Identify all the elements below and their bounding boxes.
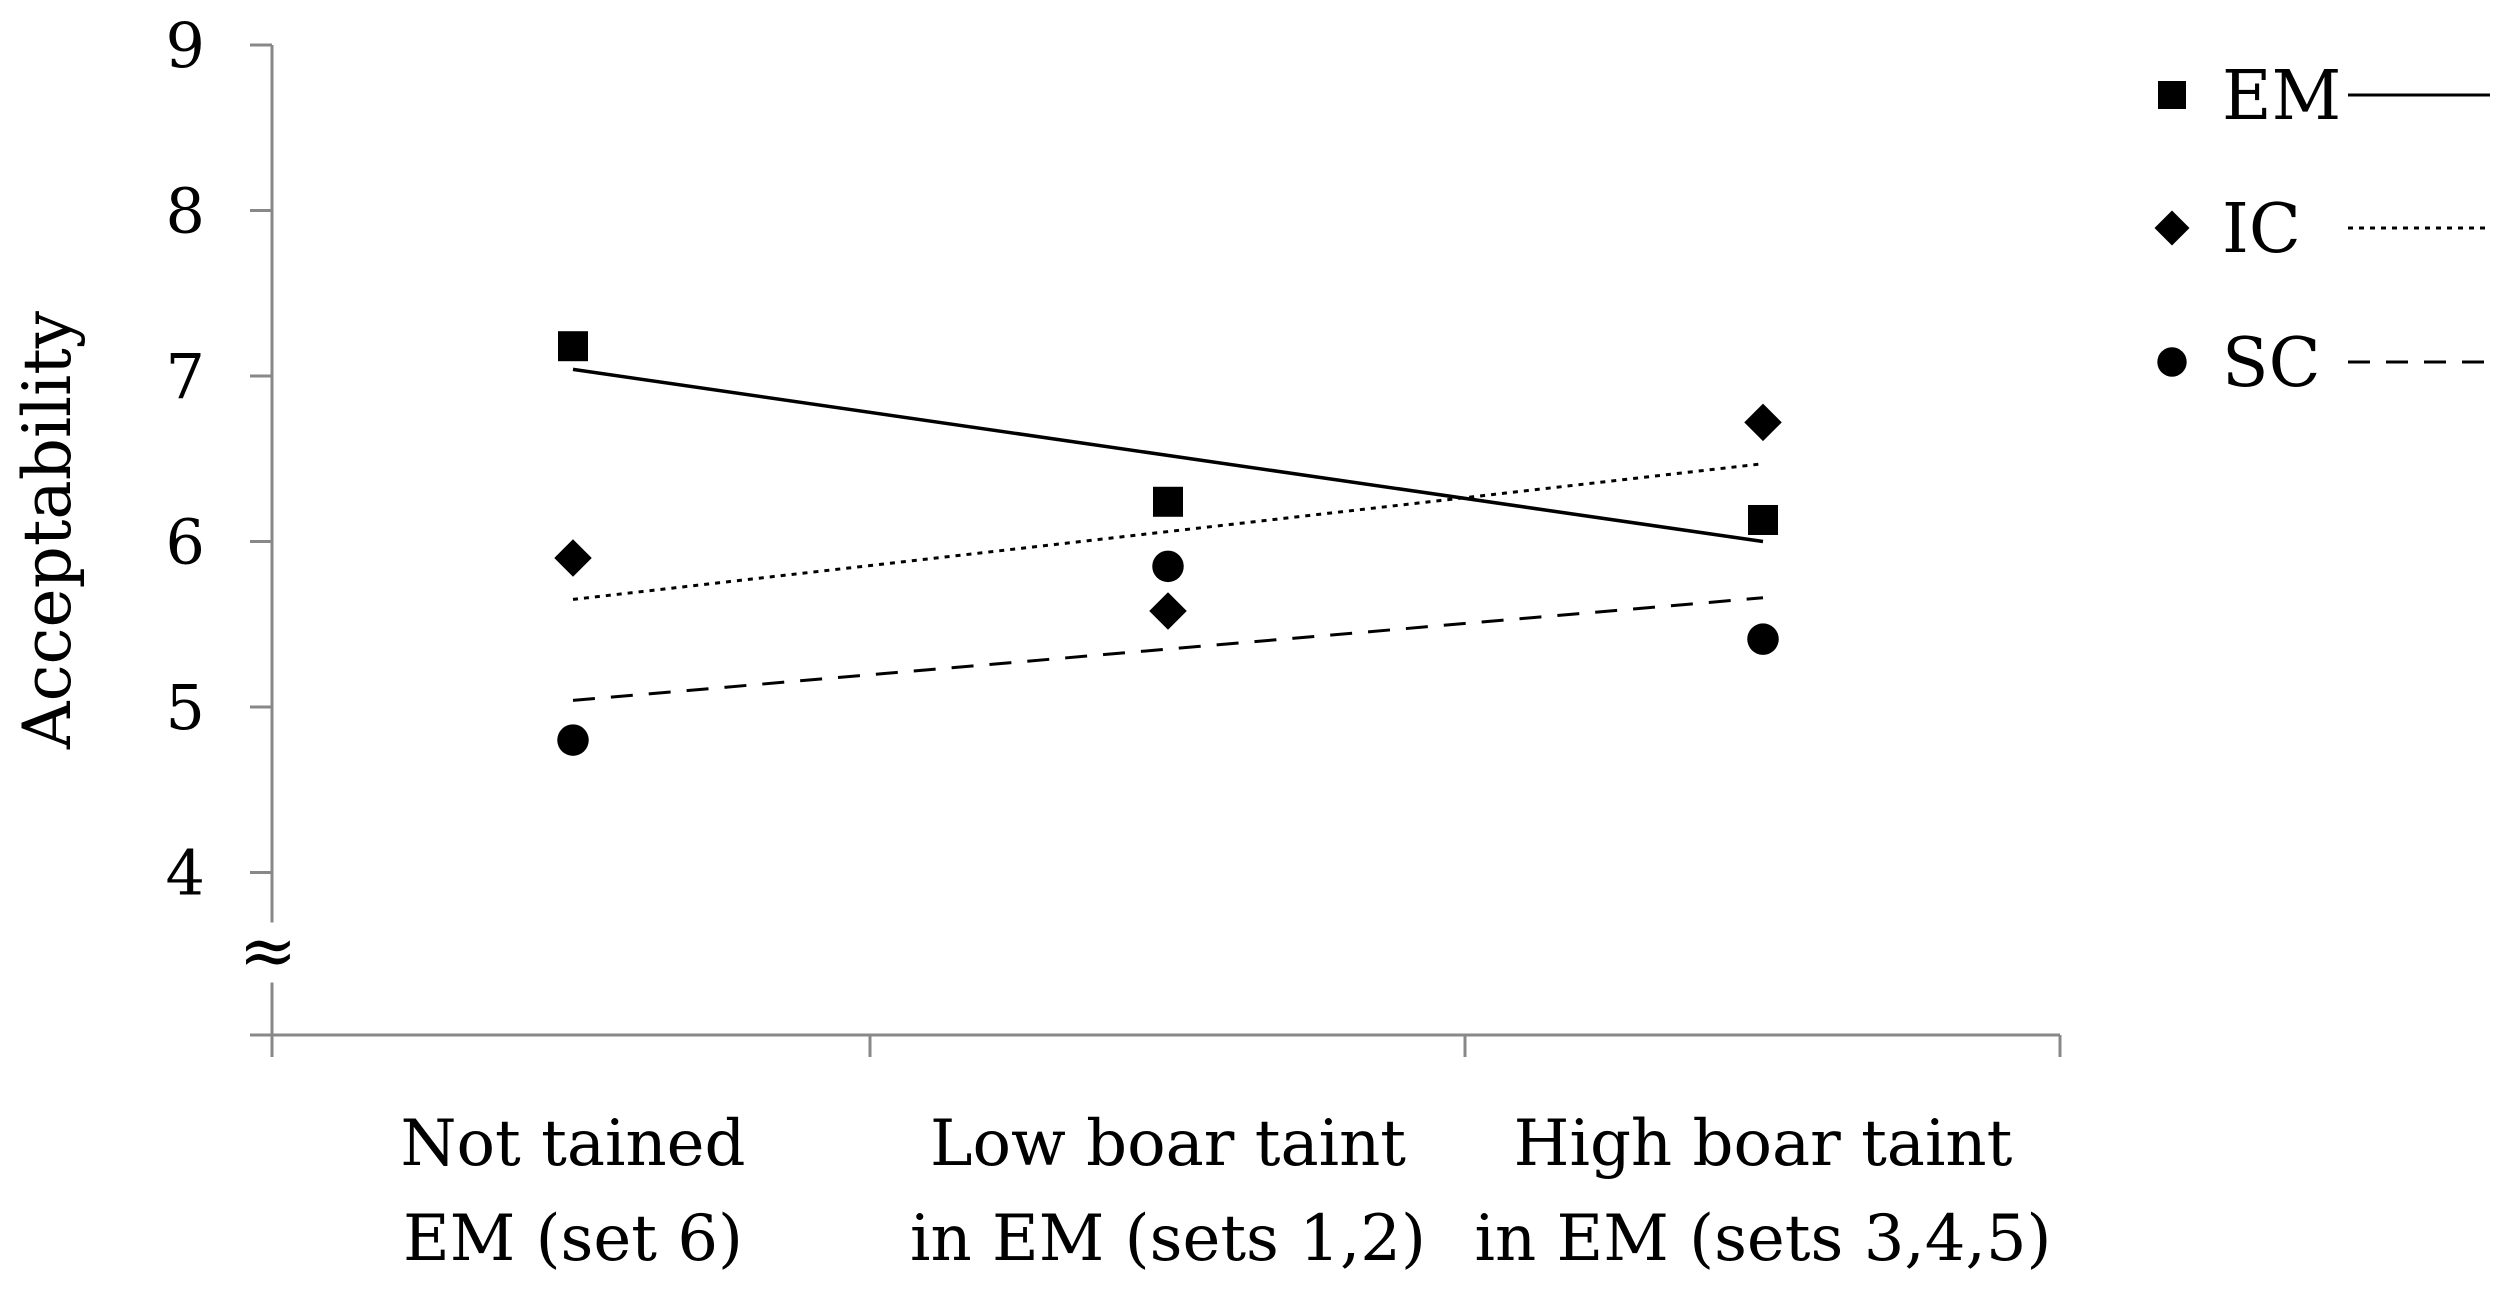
x-category-label-line: in EM (sets 3,4,5): [1474, 1202, 2051, 1276]
legend-marker-ic: [2154, 210, 2190, 246]
y-tick-label: 9: [166, 9, 205, 82]
y-tick-label: 4: [166, 837, 205, 910]
axes: [250, 43, 2062, 1057]
legend-label-ic: IC: [2222, 190, 2301, 269]
legend-marker-sc: [2157, 347, 2187, 377]
data-point-ic: [554, 539, 592, 577]
data-point-ic: [1744, 403, 1782, 442]
x-category-label: Not tained EM (set 6): [401, 1107, 746, 1276]
data-point-sc: [557, 724, 589, 756]
legend-label-sc: SC: [2222, 324, 2321, 403]
data-point-sc: [1152, 550, 1184, 583]
legend-marker-em: [2158, 81, 2186, 109]
data-point-em: [558, 331, 588, 362]
x-category-label-line: in EM (sets 1,2): [910, 1202, 1426, 1276]
data-points: [554, 331, 1782, 756]
data-point-em: [1748, 504, 1778, 535]
y-tick-label: 8: [166, 175, 205, 248]
data-point-sc: [1747, 623, 1779, 655]
trend-line-ic: [572, 462, 1764, 601]
axis-break-symbol: ≈: [239, 910, 298, 992]
x-category-label: Low boar taint in EM (sets 1,2): [910, 1107, 1426, 1276]
legend-label-em: EM: [2222, 57, 2341, 136]
x-category-label-line: Not tained: [401, 1107, 746, 1181]
trend-line-sc: [572, 596, 1764, 702]
x-category-label-line: Low boar taint: [930, 1107, 1406, 1181]
data-point-ic: [1149, 592, 1187, 630]
data-point-em: [1153, 486, 1183, 517]
trend-line-em: [572, 367, 1764, 544]
legend: EM IC SC: [2154, 57, 2490, 403]
y-tick-label: 7: [166, 340, 205, 413]
x-category-label: High boar taint in EM (sets 3,4,5): [1474, 1107, 2051, 1276]
y-tick-label: 6: [166, 506, 205, 579]
x-category-label-line: High boar taint: [1514, 1107, 2013, 1181]
y-axis-label: Acceptability: [9, 310, 86, 750]
x-category-label-line: EM (set 6): [403, 1202, 743, 1276]
trend-lines: [572, 367, 1764, 702]
y-tick-label: 5: [166, 671, 205, 744]
axis-labels: 9 8 7 6 5 4 ≈ Acceptability Not tained EM (set 6)…: [9, 9, 2052, 1276]
